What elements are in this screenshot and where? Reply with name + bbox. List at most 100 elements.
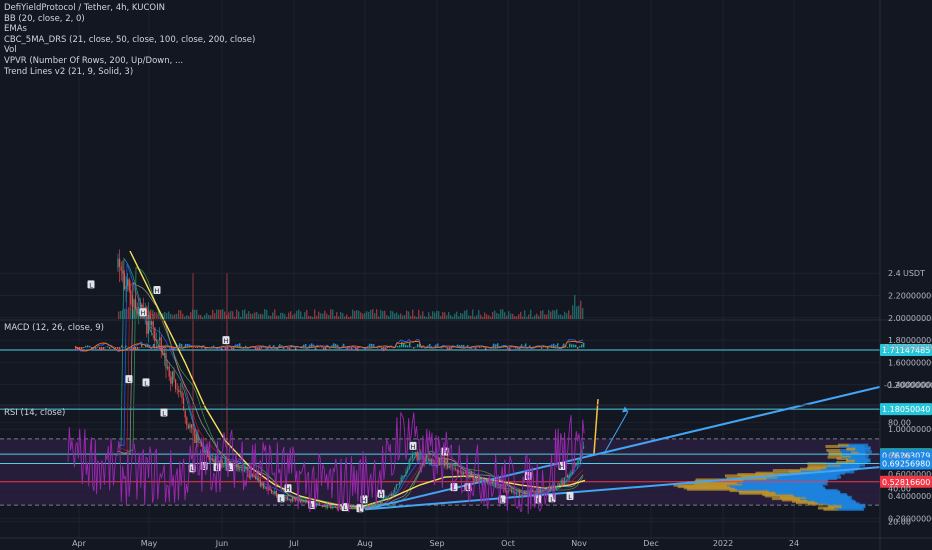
candle-body xyxy=(551,486,553,490)
volume-bar xyxy=(504,312,506,319)
volume-bar xyxy=(528,314,530,319)
candle-body xyxy=(471,472,473,476)
candle-body xyxy=(349,505,351,507)
volume-bar xyxy=(394,313,396,319)
candle-body xyxy=(245,469,247,470)
macd-histogram-bar xyxy=(581,344,583,348)
volume-bar xyxy=(304,312,306,319)
candle-body xyxy=(445,459,447,466)
macd-histogram-bar xyxy=(115,347,117,349)
volume-bar xyxy=(558,314,560,319)
candle-body xyxy=(336,507,338,510)
macd-histogram-bar xyxy=(579,346,581,348)
volume-bar xyxy=(564,311,566,319)
candle-body xyxy=(394,487,396,493)
low-marker: L xyxy=(162,409,166,417)
candle-body xyxy=(130,290,132,305)
indicator-cbc[interactable]: CBC_5MA_DRS (21, close, 50, close, 100, … xyxy=(4,34,256,45)
volume-bar xyxy=(436,310,438,319)
volume-bar xyxy=(576,306,578,319)
volume-bar xyxy=(450,315,452,319)
volume-bar xyxy=(234,316,236,319)
candle-body xyxy=(243,469,245,472)
rsi-title[interactable]: RSI (14, close) xyxy=(4,408,66,418)
candle-body xyxy=(290,499,292,502)
candle-body xyxy=(184,410,186,418)
volume-bar xyxy=(184,316,186,319)
time-tick-label: Sep xyxy=(429,539,444,548)
candle-body xyxy=(127,279,129,287)
candle-body xyxy=(381,499,383,504)
high-marker: H xyxy=(286,485,291,493)
macd-histogram-bar xyxy=(273,345,275,348)
candle-body xyxy=(453,468,455,470)
volume-bar xyxy=(284,314,286,319)
candle-body xyxy=(431,459,433,463)
symbol-title[interactable]: DefiYieldProtocol / Tether, 4h, KUCOIN xyxy=(4,3,165,13)
candle-body xyxy=(426,460,428,461)
indicator-bb[interactable]: BB (20, close, 2, 0) xyxy=(4,13,85,24)
candle-body xyxy=(183,398,185,411)
volume-bar xyxy=(360,312,362,319)
macd-histogram-bar xyxy=(441,347,443,349)
price-tick-label: 0.60000000 xyxy=(888,470,932,479)
candle-body xyxy=(210,457,212,460)
candle-body xyxy=(200,441,202,447)
macd-histogram-bar xyxy=(411,346,413,348)
candle-body xyxy=(416,451,418,461)
macd-histogram-bar xyxy=(545,347,547,348)
volume-bar xyxy=(468,315,470,319)
candle-body xyxy=(323,504,325,507)
volume-bar xyxy=(550,311,552,319)
volume-bar xyxy=(166,312,168,319)
price-label-text: 0.52816600 xyxy=(882,478,930,487)
indicator-trendlines[interactable]: Trend Lines v2 (21, 9, Solid, 3) xyxy=(4,66,134,77)
price-axis[interactable]: 2.4 2.20000000 2.00000000 1.80000000 1.60000… xyxy=(880,269,932,527)
volume-bar xyxy=(256,312,258,319)
candle-body xyxy=(133,299,135,307)
macd-title[interactable]: MACD (12, 26, close, 9) xyxy=(4,323,104,333)
volume-bar xyxy=(180,310,182,319)
volume-bar xyxy=(520,311,522,319)
time-tick-label: Nov xyxy=(571,539,587,548)
candle-body xyxy=(557,483,559,487)
macd-histogram-bar xyxy=(101,347,103,350)
volume-bar xyxy=(246,313,248,319)
volume-bar xyxy=(202,316,204,319)
macd-histogram-bar xyxy=(397,346,399,348)
candle-body xyxy=(403,475,405,477)
candle-body xyxy=(583,446,585,449)
indicator-emas[interactable]: EMAs xyxy=(4,24,27,35)
time-axis[interactable]: Apr May Jun Jul Aug Sep Oct Nov Dec 2022 24 xyxy=(72,539,799,548)
volume-bar xyxy=(388,316,390,319)
volume-bar xyxy=(412,309,414,319)
candle-body xyxy=(570,473,572,475)
rsi-tick-label: 40.00 xyxy=(888,485,911,494)
macd-histogram-bar xyxy=(409,342,411,348)
candle-body xyxy=(463,472,465,475)
candle-body xyxy=(288,499,290,501)
candle-body xyxy=(179,391,181,393)
low-marker: L xyxy=(89,281,93,289)
volume-bar xyxy=(514,316,516,319)
volume-bar xyxy=(380,309,382,319)
volume-bar xyxy=(318,311,320,319)
indicator-vol[interactable]: Vol xyxy=(4,45,17,56)
macd-histogram-bar xyxy=(125,345,127,348)
macd-histogram-bar xyxy=(511,346,513,348)
volume-bar xyxy=(290,311,292,319)
macd-histogram-bar xyxy=(99,347,101,351)
volume-bar xyxy=(198,314,200,319)
candle-body xyxy=(171,371,173,384)
indicator-vpvr[interactable]: VPVR (Number Of Rows, 200, Up/Down, ... xyxy=(4,55,184,66)
macd-histogram-bar xyxy=(415,346,417,348)
price-tick-label: 0.20000000 xyxy=(888,514,932,523)
volume-bar xyxy=(492,311,494,319)
volume-bar xyxy=(426,316,428,319)
volume-bar xyxy=(266,310,268,319)
candle-body xyxy=(287,496,289,501)
volume-bar xyxy=(366,311,368,319)
volume-bar xyxy=(434,312,436,319)
macd-histogram-bar xyxy=(535,347,537,348)
